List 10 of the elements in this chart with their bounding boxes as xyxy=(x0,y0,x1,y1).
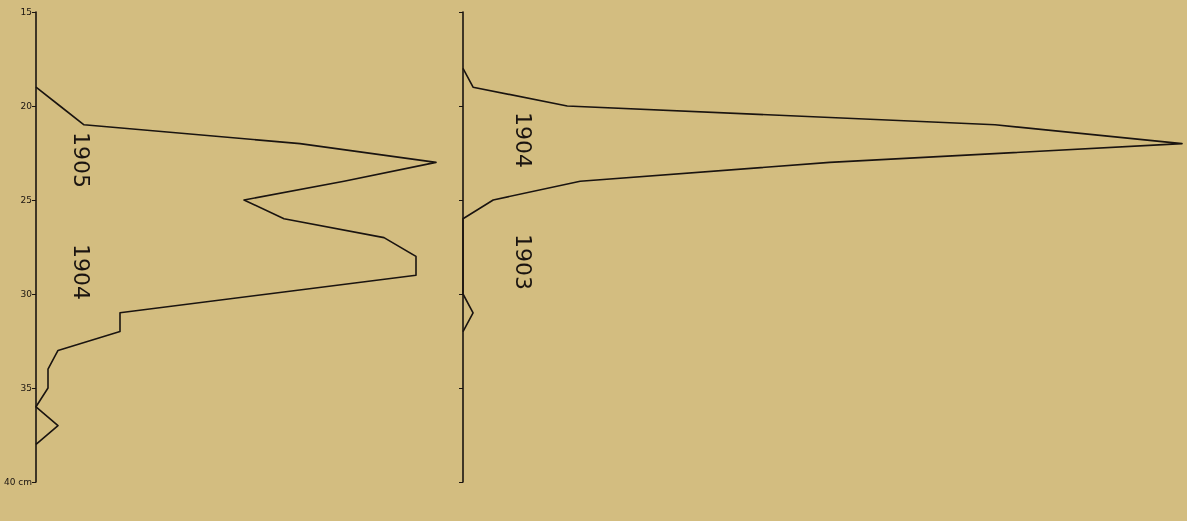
y-tick-label: 25 xyxy=(20,195,32,205)
annotation: 1904 xyxy=(510,112,536,168)
y-tick-label: 15 xyxy=(20,7,32,17)
y-tick-label: 35 xyxy=(20,383,32,393)
annotation: 1903 xyxy=(510,234,536,290)
y-tick-label: 20 xyxy=(20,101,33,111)
annotation: 1904 xyxy=(68,244,94,300)
annotation: 1905 xyxy=(68,132,94,188)
y-tick-label: 40 cm xyxy=(3,477,32,487)
y-tick-label: 30 xyxy=(20,289,33,299)
